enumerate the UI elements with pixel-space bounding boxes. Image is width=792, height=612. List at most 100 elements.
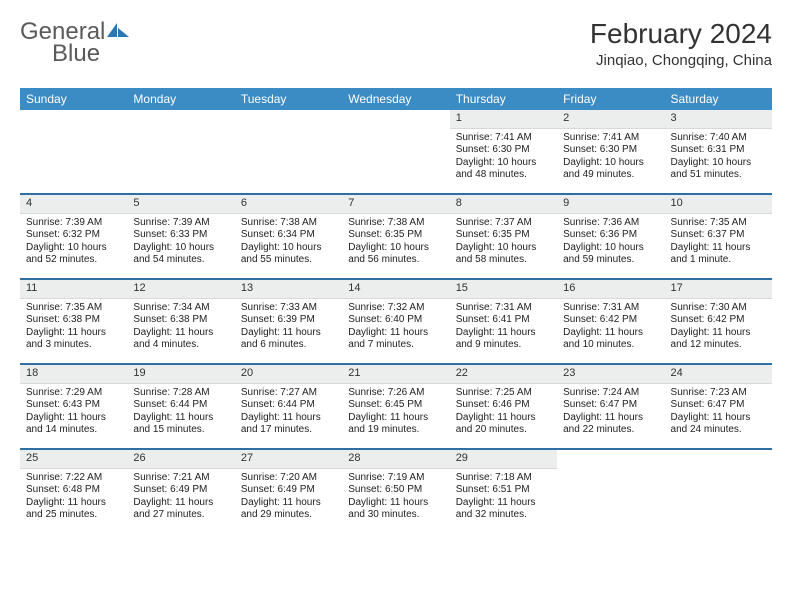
day-number: 4 (20, 195, 127, 214)
calendar-day-cell (235, 110, 342, 194)
sunrise-text: Sunrise: 7:32 AM (348, 302, 443, 315)
sunset-text: Sunset: 6:44 PM (241, 399, 336, 412)
calendar-day-cell: 23Sunrise: 7:24 AMSunset: 6:47 PMDayligh… (557, 365, 664, 449)
logo-text: General Blue (20, 18, 131, 74)
calendar-day-cell: 19Sunrise: 7:28 AMSunset: 6:44 PMDayligh… (127, 365, 234, 449)
day-info: Sunrise: 7:32 AMSunset: 6:40 PMDaylight:… (342, 299, 449, 356)
daylight-text: Daylight: 10 hours and 49 minutes. (563, 157, 658, 182)
sunset-text: Sunset: 6:41 PM (456, 314, 551, 327)
day-info: Sunrise: 7:41 AMSunset: 6:30 PMDaylight:… (450, 129, 557, 186)
calendar-week-row: 18Sunrise: 7:29 AMSunset: 6:43 PMDayligh… (20, 365, 772, 449)
calendar-day-cell: 25Sunrise: 7:22 AMSunset: 6:48 PMDayligh… (20, 450, 127, 534)
daylight-text: Daylight: 11 hours and 17 minutes. (241, 412, 336, 437)
location-text: Jinqiao, Chongqing, China (590, 52, 772, 69)
weekday-header-row: SundayMondayTuesdayWednesdayThursdayFrid… (20, 88, 772, 110)
calendar-day-cell: 15Sunrise: 7:31 AMSunset: 6:41 PMDayligh… (450, 280, 557, 364)
daylight-text: Daylight: 10 hours and 59 minutes. (563, 242, 658, 267)
weekday-header: Sunday (20, 88, 127, 110)
day-number: 15 (450, 280, 557, 299)
sunrise-text: Sunrise: 7:39 AM (133, 217, 228, 230)
sunrise-text: Sunrise: 7:40 AM (671, 132, 766, 145)
calendar-day-cell (557, 450, 664, 534)
daylight-text: Daylight: 11 hours and 4 minutes. (133, 327, 228, 352)
weekday-header: Wednesday (342, 88, 449, 110)
day-info: Sunrise: 7:35 AMSunset: 6:37 PMDaylight:… (665, 214, 772, 271)
day-number: 24 (665, 365, 772, 384)
daylight-text: Daylight: 11 hours and 10 minutes. (563, 327, 658, 352)
day-number: 26 (127, 450, 234, 469)
daylight-text: Daylight: 11 hours and 14 minutes. (26, 412, 121, 437)
day-info: Sunrise: 7:22 AMSunset: 6:48 PMDaylight:… (20, 469, 127, 526)
calendar-day-cell: 29Sunrise: 7:18 AMSunset: 6:51 PMDayligh… (450, 450, 557, 534)
day-number: 1 (450, 110, 557, 129)
day-info: Sunrise: 7:40 AMSunset: 6:31 PMDaylight:… (665, 129, 772, 186)
day-info: Sunrise: 7:38 AMSunset: 6:34 PMDaylight:… (235, 214, 342, 271)
daylight-text: Daylight: 11 hours and 9 minutes. (456, 327, 551, 352)
day-number: 23 (557, 365, 664, 384)
sunrise-text: Sunrise: 7:33 AM (241, 302, 336, 315)
sunrise-text: Sunrise: 7:38 AM (241, 217, 336, 230)
daylight-text: Daylight: 11 hours and 12 minutes. (671, 327, 766, 352)
sunrise-text: Sunrise: 7:41 AM (563, 132, 658, 145)
sunset-text: Sunset: 6:43 PM (26, 399, 121, 412)
sunrise-text: Sunrise: 7:22 AM (26, 472, 121, 485)
sunset-text: Sunset: 6:48 PM (26, 484, 121, 497)
sunrise-text: Sunrise: 7:30 AM (671, 302, 766, 315)
day-info: Sunrise: 7:23 AMSunset: 6:47 PMDaylight:… (665, 384, 772, 441)
day-number: 28 (342, 450, 449, 469)
logo-word-2: Blue (52, 40, 100, 67)
day-info: Sunrise: 7:30 AMSunset: 6:42 PMDaylight:… (665, 299, 772, 356)
sunset-text: Sunset: 6:47 PM (563, 399, 658, 412)
sunrise-text: Sunrise: 7:20 AM (241, 472, 336, 485)
day-number: 19 (127, 365, 234, 384)
daylight-text: Daylight: 10 hours and 54 minutes. (133, 242, 228, 267)
day-number: 18 (20, 365, 127, 384)
sunset-text: Sunset: 6:33 PM (133, 229, 228, 242)
sunrise-text: Sunrise: 7:18 AM (456, 472, 551, 485)
calendar-day-cell (665, 450, 772, 534)
sunset-text: Sunset: 6:37 PM (671, 229, 766, 242)
day-info: Sunrise: 7:31 AMSunset: 6:41 PMDaylight:… (450, 299, 557, 356)
sunset-text: Sunset: 6:50 PM (348, 484, 443, 497)
day-number: 6 (235, 195, 342, 214)
calendar-day-cell: 4Sunrise: 7:39 AMSunset: 6:32 PMDaylight… (20, 195, 127, 279)
day-info: Sunrise: 7:38 AMSunset: 6:35 PMDaylight:… (342, 214, 449, 271)
sunrise-text: Sunrise: 7:34 AM (133, 302, 228, 315)
calendar-day-cell: 5Sunrise: 7:39 AMSunset: 6:33 PMDaylight… (127, 195, 234, 279)
daylight-text: Daylight: 11 hours and 6 minutes. (241, 327, 336, 352)
sunrise-text: Sunrise: 7:26 AM (348, 387, 443, 400)
calendar-day-cell: 6Sunrise: 7:38 AMSunset: 6:34 PMDaylight… (235, 195, 342, 279)
daylight-text: Daylight: 11 hours and 15 minutes. (133, 412, 228, 437)
sunset-text: Sunset: 6:47 PM (671, 399, 766, 412)
title-block: February 2024 Jinqiao, Chongqing, China (590, 18, 772, 69)
sunrise-text: Sunrise: 7:37 AM (456, 217, 551, 230)
calendar-week-row: 1Sunrise: 7:41 AMSunset: 6:30 PMDaylight… (20, 110, 772, 194)
calendar-day-cell: 16Sunrise: 7:31 AMSunset: 6:42 PMDayligh… (557, 280, 664, 364)
calendar-day-cell: 11Sunrise: 7:35 AMSunset: 6:38 PMDayligh… (20, 280, 127, 364)
calendar-day-cell: 8Sunrise: 7:37 AMSunset: 6:35 PMDaylight… (450, 195, 557, 279)
sunrise-text: Sunrise: 7:41 AM (456, 132, 551, 145)
sunset-text: Sunset: 6:30 PM (563, 144, 658, 157)
calendar-week-row: 4Sunrise: 7:39 AMSunset: 6:32 PMDaylight… (20, 195, 772, 279)
day-info: Sunrise: 7:33 AMSunset: 6:39 PMDaylight:… (235, 299, 342, 356)
daylight-text: Daylight: 11 hours and 29 minutes. (241, 497, 336, 522)
calendar-table: SundayMondayTuesdayWednesdayThursdayFrid… (20, 88, 772, 534)
calendar-day-cell (127, 110, 234, 194)
sunset-text: Sunset: 6:49 PM (133, 484, 228, 497)
day-info: Sunrise: 7:20 AMSunset: 6:49 PMDaylight:… (235, 469, 342, 526)
sunset-text: Sunset: 6:35 PM (456, 229, 551, 242)
calendar-body: 1Sunrise: 7:41 AMSunset: 6:30 PMDaylight… (20, 110, 772, 534)
daylight-text: Daylight: 11 hours and 30 minutes. (348, 497, 443, 522)
daylight-text: Daylight: 11 hours and 7 minutes. (348, 327, 443, 352)
calendar-day-cell: 1Sunrise: 7:41 AMSunset: 6:30 PMDaylight… (450, 110, 557, 194)
daylight-text: Daylight: 11 hours and 19 minutes. (348, 412, 443, 437)
calendar-day-cell: 7Sunrise: 7:38 AMSunset: 6:35 PMDaylight… (342, 195, 449, 279)
sunset-text: Sunset: 6:51 PM (456, 484, 551, 497)
calendar-day-cell: 22Sunrise: 7:25 AMSunset: 6:46 PMDayligh… (450, 365, 557, 449)
sunrise-text: Sunrise: 7:39 AM (26, 217, 121, 230)
weekday-header: Saturday (665, 88, 772, 110)
daylight-text: Daylight: 10 hours and 58 minutes. (456, 242, 551, 267)
weekday-header: Thursday (450, 88, 557, 110)
sunset-text: Sunset: 6:32 PM (26, 229, 121, 242)
sunset-text: Sunset: 6:44 PM (133, 399, 228, 412)
